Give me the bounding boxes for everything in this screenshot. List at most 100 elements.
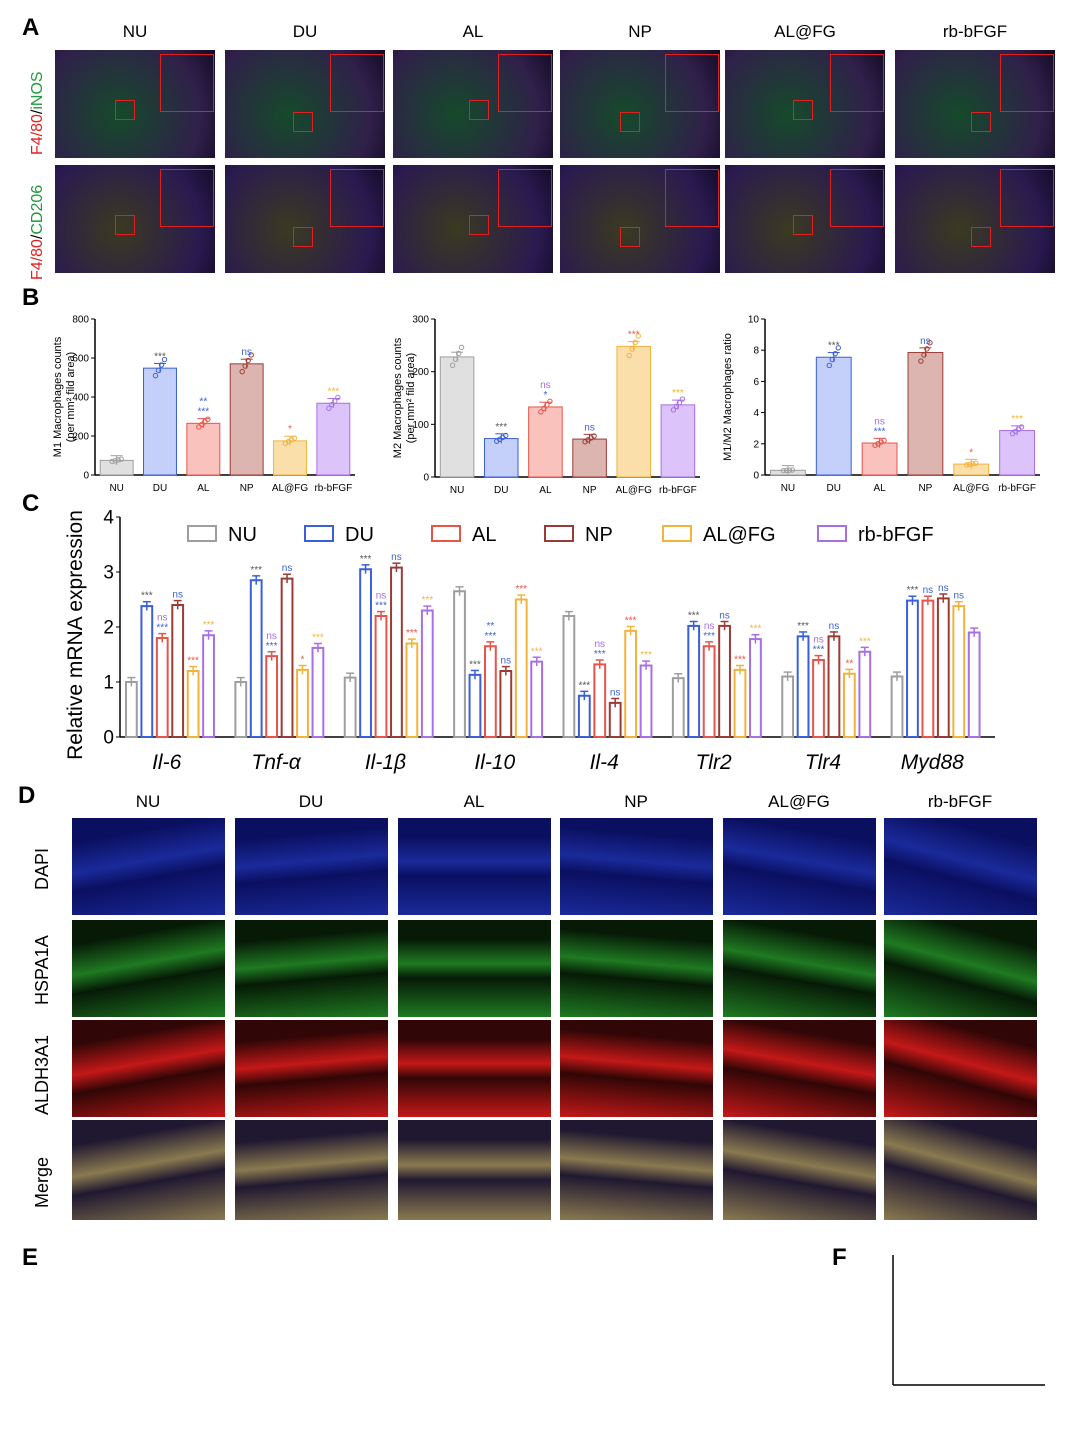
bar [890,675,904,738]
bar [624,629,638,738]
data-point [449,362,456,369]
significance-label: *** [156,623,168,634]
bar [577,694,591,738]
data-point [1018,424,1025,430]
x-tick-label: Tlr2 [695,751,731,774]
x-tick-label: Il-1β [365,751,406,774]
y-tick-label: 200 [72,432,89,443]
row-label: Merge [32,1156,52,1208]
zoom-region-box [115,100,135,120]
micrograph [560,50,720,158]
significance-label: ns [594,639,605,650]
x-tick-label: AL@FG [272,483,308,494]
zoom-inset-box [830,54,884,112]
significance-label: *** [327,387,339,398]
bar [718,624,731,739]
bar [405,642,419,738]
bar [858,650,872,738]
bar [815,356,852,476]
significance-label: ns [282,563,293,574]
significance-label: *** [1011,414,1023,425]
x-tick-label: rb-bFGF [314,483,352,494]
bar [343,676,357,738]
significance-label: ns [923,585,934,596]
micrograph [393,165,553,273]
significance-label: ns [704,621,715,632]
micrograph [884,1120,1037,1220]
significance-label: *** [154,351,166,362]
significance-label: * [301,655,305,666]
y-axis-label-units: (per mm² fild area) [405,353,417,443]
significance-label: *** [187,656,199,667]
zoom-inset-box [498,169,552,227]
bar [702,645,716,738]
bar [499,670,513,738]
bar [439,356,475,478]
y-tick-label: 10 [748,315,760,326]
micrograph [884,818,1037,915]
data-point [541,405,547,412]
bar [921,599,935,738]
panel-label-b: B [22,284,40,311]
bar [593,663,607,739]
bar [311,646,325,739]
data-point [881,437,887,444]
bar [749,638,762,738]
bar [265,655,279,739]
bar [483,645,497,738]
bar [249,579,263,738]
bar [186,670,200,738]
data-point [964,462,970,468]
row-label-inos: F4/80/iNOS [28,30,48,155]
x-tick-label: Il-10 [474,751,515,774]
significance-label: ns [610,688,621,699]
micrograph [884,920,1037,1017]
bar [572,438,607,478]
x-tick-label: Tnf-α [251,751,301,774]
column-header: AL@FG [768,792,830,811]
panel-label-f: F [832,1244,847,1271]
zoom-region-box [793,100,813,120]
legend-swatch [662,525,692,542]
column-header: NP [628,22,652,41]
significance-label: *** [485,631,497,642]
x-tick-label: NP [240,483,254,494]
column-header: DU [298,792,324,811]
data-point [196,424,202,430]
micrograph [72,1020,225,1117]
bar [140,605,154,738]
y-axis-label: Relative mRNA expression [64,510,87,760]
panel-label-e: E [22,1244,39,1271]
x-tick-label: DU [494,485,508,496]
data-point [629,346,635,352]
micrograph [398,818,551,915]
significance-label: ns [266,631,277,642]
micrograph [723,1020,876,1117]
bar [420,609,434,738]
x-tick-label: Il-4 [590,751,619,774]
column-header: DU [292,22,318,41]
y-tick-label: 0 [83,471,89,482]
y-tick-label: 800 [72,315,89,326]
micrograph [72,818,225,915]
bar [528,406,563,478]
data-point [248,352,254,358]
x-tick-label: Tlr4 [805,751,841,774]
bar [907,352,944,476]
data-point [199,421,205,428]
data-point [503,432,509,439]
significance-label: *** [750,624,762,635]
legend-label: NP [585,524,613,546]
row-label: DAPI [32,847,52,890]
data-point [835,345,841,351]
y-tick-label: 0 [103,728,114,749]
zoom-region-box [115,215,135,235]
bar [796,635,810,738]
significance-label: ns [938,583,949,594]
y-axis-label-units: (per mm² fild area) [65,352,77,442]
data-point [332,398,338,404]
micrograph [225,165,385,273]
stain-label-f480: F4/80 [29,114,46,155]
significance-label: *** [421,595,433,606]
stain-label-f480: F4/80 [29,239,46,280]
